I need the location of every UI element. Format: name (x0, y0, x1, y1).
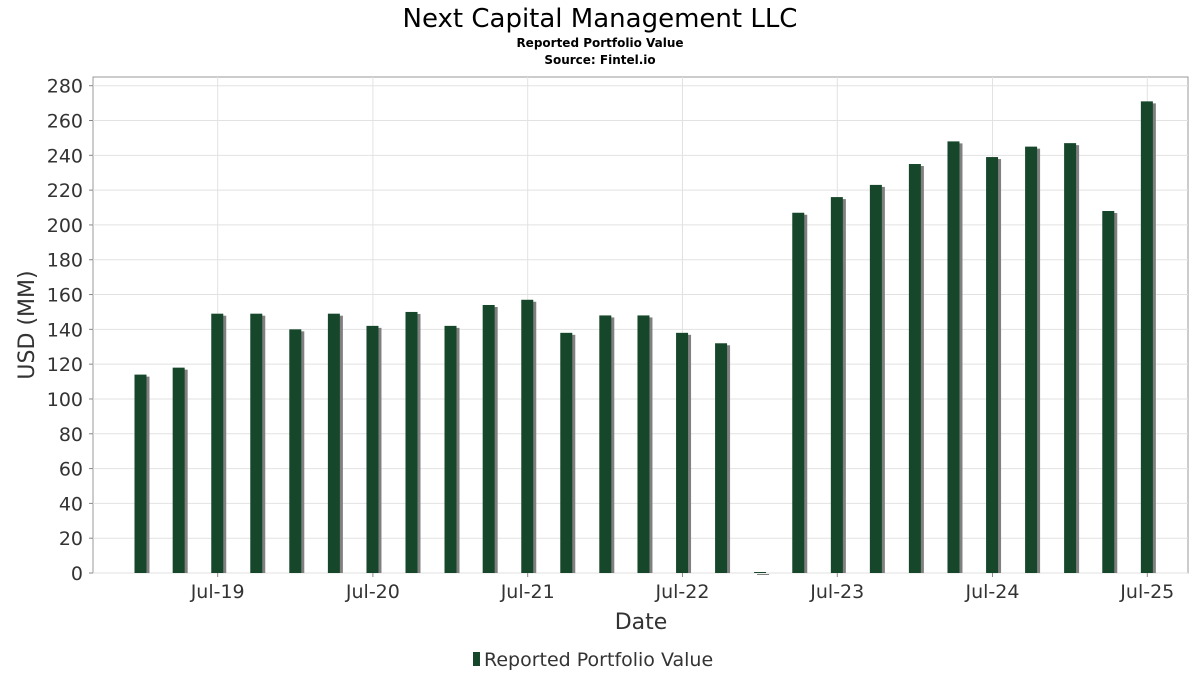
y-tick-label: 280 (47, 76, 83, 98)
chart-subtitle: Reported Portfolio Value (516, 36, 683, 50)
bar (986, 157, 999, 573)
y-tick-label: 180 (47, 250, 83, 272)
bar (250, 313, 263, 573)
x-axis-ticks: Jul-19 Jul-20 Jul-21 Jul-22 Jul-23 Jul-24 Jul-… (190, 573, 1174, 603)
bar (444, 325, 457, 573)
bar (289, 329, 302, 573)
bar (599, 315, 612, 573)
y-axis-title: USD (MM) (15, 270, 40, 379)
bar (366, 325, 379, 573)
bar (830, 197, 843, 573)
bar (521, 299, 534, 573)
bar (172, 367, 185, 573)
y-tick-label: 100 (47, 389, 83, 411)
legend-swatch (473, 652, 480, 666)
bars (134, 101, 1156, 575)
y-tick-label: 0 (71, 563, 83, 585)
y-axis-ticks: 0 20 40 60 80 100 120 140 160 180 200 220 240 260 280 (47, 76, 93, 585)
bar (676, 332, 689, 573)
bar (327, 313, 340, 573)
x-tick-label: Jul-21 (500, 581, 555, 603)
bar (637, 315, 650, 573)
x-tick-label: Jul-19 (190, 581, 245, 603)
bar (1102, 211, 1115, 573)
bar (1140, 101, 1153, 573)
x-tick-label: Jul-20 (345, 581, 400, 603)
bar (405, 311, 418, 573)
bar-shadow (757, 574, 770, 575)
x-tick-label: Jul-25 (1119, 581, 1174, 603)
y-tick-label: 260 (47, 111, 83, 133)
chart-title: Next Capital Management LLC (403, 4, 798, 34)
y-tick-label: 40 (59, 493, 83, 515)
y-tick-label: 120 (47, 354, 83, 376)
y-tick-label: 20 (59, 528, 83, 550)
chart-source: Source: Fintel.io (544, 53, 655, 67)
y-tick-label: 80 (59, 424, 83, 446)
bar (1025, 146, 1038, 574)
y-tick-label: 160 (47, 285, 83, 307)
legend: Reported Portfolio Value (473, 649, 713, 671)
bar (908, 164, 921, 573)
y-tick-label: 220 (47, 180, 83, 202)
y-tick-label: 140 (47, 319, 83, 341)
bar (211, 313, 224, 573)
legend-label: Reported Portfolio Value (484, 649, 713, 671)
bar (792, 212, 805, 573)
x-tick-label: Jul-22 (655, 581, 710, 603)
bar (482, 304, 495, 573)
x-axis-title: Date (615, 610, 668, 635)
y-tick-label: 60 (59, 459, 83, 481)
bar (754, 572, 767, 573)
bar (715, 343, 728, 573)
bar (134, 374, 147, 573)
bar (1064, 143, 1077, 573)
x-tick-label: Jul-23 (809, 581, 864, 603)
bar (560, 332, 573, 573)
y-tick-label: 240 (47, 145, 83, 167)
bar (869, 184, 882, 574)
bar (947, 141, 960, 573)
x-tick-label: Jul-24 (965, 581, 1020, 603)
y-tick-label: 200 (47, 215, 83, 237)
